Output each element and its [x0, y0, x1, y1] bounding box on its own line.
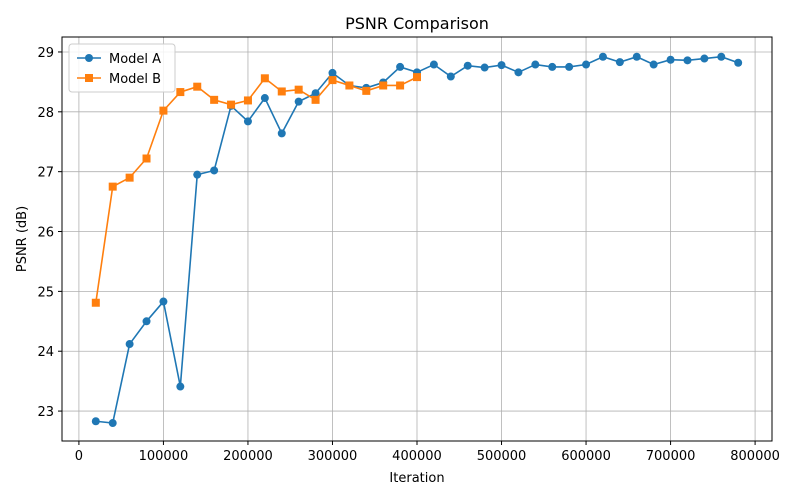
data-point-model-a: [193, 170, 202, 179]
data-point-model-b: [311, 95, 320, 104]
y-tick-label: 25: [37, 285, 54, 300]
data-point-model-b: [294, 85, 303, 94]
data-point-model-b: [243, 96, 252, 105]
data-point-model-b: [277, 87, 286, 96]
data-point-model-a: [328, 68, 337, 77]
data-point-model-a: [429, 60, 438, 69]
data-point-model-a: [531, 60, 540, 69]
data-point-model-a: [683, 56, 692, 65]
data-point-model-a: [717, 52, 726, 61]
data-point-model-a: [260, 94, 269, 103]
y-axis-label: PSNR (dB): [15, 206, 30, 272]
data-point-model-b: [210, 95, 219, 104]
data-point-model-a: [446, 72, 455, 81]
y-tick-label: 23: [37, 405, 54, 420]
data-point-model-a: [142, 317, 151, 326]
data-point-model-a: [649, 60, 658, 69]
x-tick-label: 800000: [730, 449, 780, 464]
legend-box: [68, 43, 176, 93]
y-tick-label: 29: [37, 46, 54, 61]
data-point-model-b: [159, 106, 168, 115]
chart-title: PSNR Comparison: [345, 14, 489, 33]
data-point-model-b: [379, 81, 388, 90]
x-tick-label: 500000: [477, 449, 527, 464]
data-point-model-b: [396, 81, 405, 90]
data-point-model-b: [260, 74, 269, 83]
data-point-model-a: [565, 62, 574, 71]
data-point-model-b: [108, 182, 117, 191]
data-point-model-b: [193, 82, 202, 91]
data-point-model-a: [243, 117, 252, 126]
y-tick-label: 28: [37, 106, 54, 121]
legend-marker-model-b: [85, 74, 93, 82]
data-point-model-a: [159, 297, 168, 306]
series-layer: [91, 52, 743, 428]
x-axis-label: Iteration: [389, 471, 444, 486]
data-point-model-a: [615, 58, 624, 67]
y-tick-label: 27: [37, 166, 54, 181]
data-point-model-a: [396, 62, 405, 71]
x-tick-label: 700000: [646, 449, 696, 464]
data-point-model-b: [91, 298, 100, 307]
data-point-model-b: [125, 173, 134, 182]
data-point-model-a: [311, 89, 320, 98]
data-point-model-a: [125, 340, 134, 349]
data-point-model-b: [142, 154, 151, 163]
data-point-model-a: [666, 55, 675, 64]
data-point-model-a: [582, 60, 591, 69]
data-point-model-b: [328, 76, 337, 85]
data-point-model-a: [632, 52, 641, 61]
data-point-model-a: [463, 61, 472, 70]
data-point-model-a: [277, 129, 286, 138]
data-point-model-a: [210, 166, 219, 175]
grid: [62, 37, 772, 441]
y-tick-label: 26: [37, 226, 54, 241]
data-point-model-b: [176, 88, 185, 97]
data-point-model-a: [514, 68, 523, 77]
x-tick-label: 200000: [223, 449, 273, 464]
x-tick-label: 600000: [561, 449, 611, 464]
data-point-model-a: [294, 97, 303, 106]
data-point-model-a: [548, 62, 557, 71]
data-point-model-a: [700, 54, 709, 63]
y-tick-label: 24: [37, 345, 54, 360]
x-ticks: 0 100000 200000 300000 400000 500000 600000 700…: [75, 441, 780, 464]
data-point-model-a: [734, 58, 743, 67]
x-tick-label: 0: [75, 449, 83, 464]
legend-label-model-a: Model A: [109, 52, 161, 67]
data-point-model-a: [480, 63, 489, 72]
y-ticks: 23 24 25 26 27 28 29: [37, 46, 62, 420]
x-tick-label: 400000: [392, 449, 442, 464]
data-point-model-a: [598, 52, 607, 61]
data-point-model-a: [497, 61, 506, 70]
legend: Model A Model B: [68, 43, 176, 93]
data-point-model-a: [176, 382, 185, 391]
data-point-model-b: [413, 73, 421, 82]
data-point-model-a: [108, 419, 117, 428]
data-point-model-a: [91, 417, 100, 426]
x-tick-label: 300000: [308, 449, 358, 464]
x-tick-label: 100000: [139, 449, 189, 464]
data-point-model-b: [362, 86, 371, 95]
legend-marker-model-a: [85, 54, 93, 62]
data-point-model-b: [227, 100, 236, 109]
legend-label-model-b: Model B: [109, 72, 161, 87]
data-point-model-b: [345, 81, 354, 90]
